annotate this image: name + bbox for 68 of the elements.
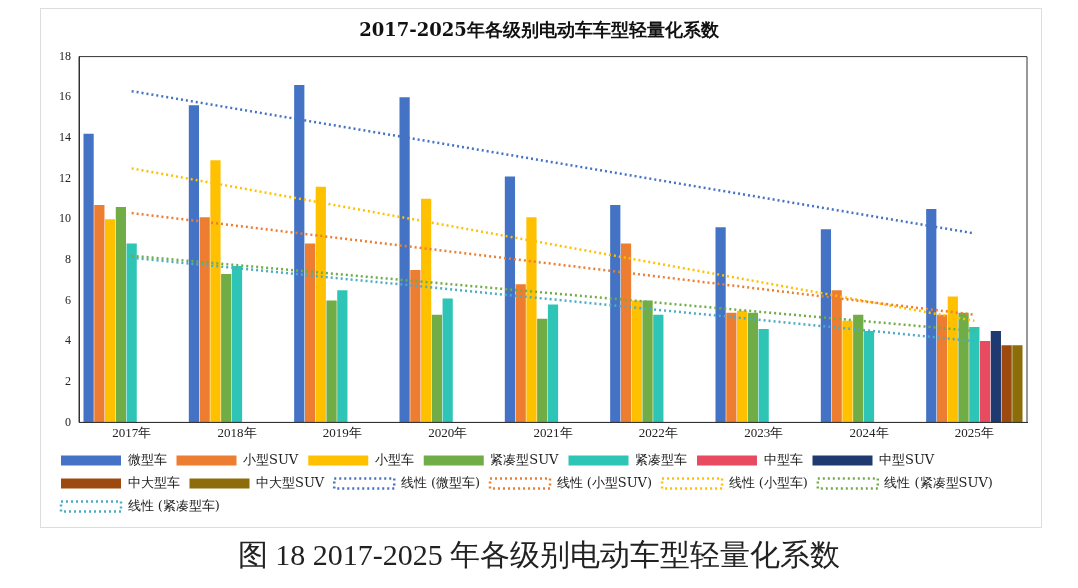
legend-label: 线性 (微型车) [400, 474, 481, 490]
legend-label: 小型车 [374, 451, 414, 467]
y-tick-label: 10 [59, 211, 71, 226]
y-tick-label: 0 [65, 414, 71, 429]
bar [504, 176, 516, 423]
legend-label: 中大型车 [127, 474, 180, 490]
bar [547, 304, 559, 423]
bar [326, 300, 337, 423]
legend-label: 中大型SUV [256, 474, 325, 490]
y-tick-label: 16 [59, 89, 71, 104]
bar [231, 265, 243, 423]
bar [94, 204, 105, 423]
x-tick-label: 2025年 [954, 424, 994, 440]
bar [990, 330, 1001, 423]
bar [105, 219, 116, 423]
y-tick-label: 12 [59, 170, 71, 185]
bar [304, 243, 316, 423]
bar [1012, 345, 1023, 423]
legend-label: 紧凑型SUV [490, 451, 560, 467]
bar [979, 341, 991, 423]
legend-label: 小型SUV [243, 451, 299, 467]
bar [842, 320, 853, 423]
legend-label: 线性 (紧凑型SUV) [884, 474, 993, 490]
y-tick-label: 6 [65, 292, 71, 307]
bar [610, 204, 621, 423]
y-tick-label: 8 [65, 251, 71, 266]
caption: 图 18 2017-2025 年各级别电动车型轻量化系数 [236, 537, 842, 573]
y-tick-label: 4 [65, 333, 71, 348]
legend-label: 线性 (小型SUV) [556, 474, 653, 490]
x-tick-label: 2020年 [428, 424, 468, 440]
legend-label: 中型车 [763, 451, 803, 467]
bar [442, 298, 453, 423]
bar [221, 274, 232, 423]
bar [631, 300, 642, 423]
x-tick-label: 2019年 [322, 424, 362, 440]
x-tick-label: 2022年 [638, 424, 678, 440]
x-tick-label: 2024年 [849, 424, 889, 440]
legend-label: 线性 (小型车) [728, 474, 808, 490]
bar [726, 312, 737, 423]
bar [863, 330, 875, 423]
bar [758, 328, 769, 423]
bar [126, 243, 137, 423]
bar [936, 314, 948, 423]
bar [969, 326, 980, 423]
bar [820, 229, 832, 423]
bar [537, 318, 548, 423]
x-tick-label: 2023年 [744, 424, 784, 440]
x-tick-label: 2017年 [112, 424, 152, 440]
bar [410, 269, 421, 423]
legend-label: 中型SUV [879, 451, 935, 467]
y-tick-label: 18 [59, 48, 71, 63]
bar [515, 284, 526, 423]
bar [115, 206, 127, 423]
bar [337, 290, 348, 423]
y-tick-label: 2 [65, 373, 71, 388]
bar [83, 133, 94, 423]
bar [653, 314, 664, 423]
bar [715, 227, 726, 423]
x-tick-label: 2018年 [217, 424, 257, 440]
chart-title: 2017-2025年各级别电动车车型轻量化系数 [359, 19, 720, 41]
legend-label: 线性 (紧凑型车) [127, 497, 220, 513]
legend-label: 紧凑型车 [635, 451, 687, 467]
x-tick-label: 2021年 [533, 424, 573, 440]
bar [1001, 345, 1012, 423]
y-tick-label: 14 [59, 130, 71, 145]
bar [431, 314, 443, 423]
legend-label: 微型车 [127, 451, 167, 467]
bar [737, 310, 748, 423]
